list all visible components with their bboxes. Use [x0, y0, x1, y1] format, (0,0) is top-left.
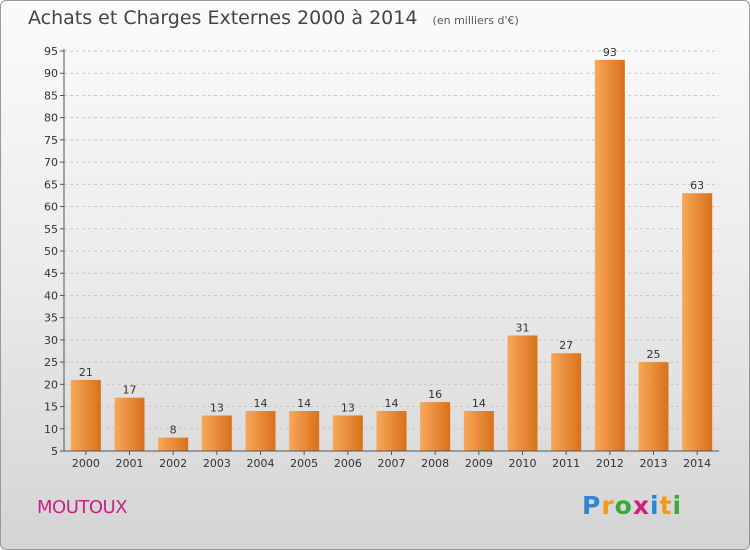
x-tick-label: 2008: [421, 457, 449, 470]
chart-title: Achats et Charges Externes 2000 à 2014: [28, 7, 418, 29]
value-label: 63: [690, 179, 704, 192]
y-tick-label: 70: [44, 156, 58, 169]
value-label: 14: [254, 397, 268, 410]
bar: [420, 402, 451, 451]
bar: [245, 411, 276, 451]
value-label: 13: [210, 401, 224, 414]
y-tick-label: 80: [44, 112, 58, 125]
commune-name: MOUTOUX: [37, 497, 128, 518]
bar: [114, 397, 145, 451]
brand-logo: Proxiti: [582, 491, 682, 520]
chart-unit: (en milliers d'€): [432, 14, 519, 27]
x-tick-label: 2007: [378, 457, 406, 470]
x-tick-label: 2012: [596, 457, 624, 470]
title-row: Achats et Charges Externes 2000 à 2014 (…: [28, 7, 519, 29]
y-tick-label: 25: [44, 356, 58, 369]
y-tick-label: 75: [44, 134, 58, 147]
brand-letter: t: [659, 491, 673, 520]
x-tick-label: 2009: [465, 457, 493, 470]
bar: [638, 362, 669, 451]
gridlines: [64, 50, 719, 430]
x-tick-label: 2013: [640, 457, 668, 470]
value-label: 14: [297, 397, 311, 410]
y-tick-label: 30: [44, 334, 58, 347]
bar: [201, 415, 232, 451]
brand-letter: i: [650, 491, 660, 520]
brand-letter: o: [614, 491, 633, 520]
value-label: 13: [341, 401, 355, 414]
brand-letter: i: [672, 491, 683, 520]
x-tick-label: 2004: [247, 457, 275, 470]
bar: [507, 335, 538, 451]
value-label: 93: [603, 46, 617, 59]
x-tick-label: 2000: [72, 457, 100, 470]
x-tick-label: 2002: [159, 457, 187, 470]
y-tick-label: 15: [44, 401, 58, 414]
brand-letter: x: [632, 491, 650, 520]
x-tick-label: 2010: [509, 457, 537, 470]
bars: 21 17 8 13 14 14 13 14 16 14 31 27 93 25 63: [70, 46, 713, 452]
y-tick-label: 5: [51, 445, 58, 458]
x-tick-label: 2011: [552, 457, 580, 470]
bar: [551, 353, 582, 451]
y-tick-label: 55: [44, 223, 58, 236]
bar: [682, 193, 713, 451]
value-label: 31: [516, 321, 530, 334]
bar: [594, 59, 625, 452]
x-tick-label: 2005: [290, 457, 318, 470]
y-tick-label: 45: [44, 267, 58, 280]
y-tick-label: 40: [44, 289, 58, 302]
value-label: 16: [428, 388, 442, 401]
y-tick-label: 95: [44, 45, 58, 58]
y-tick-label: 85: [44, 89, 58, 102]
bar: [332, 415, 363, 451]
x-tick-label: 2014: [683, 457, 711, 470]
brand-letter: r: [601, 491, 615, 520]
y-tick-label: 50: [44, 245, 58, 258]
x-tick-label: 2003: [203, 457, 231, 470]
bar: [158, 437, 189, 451]
value-label: 14: [472, 397, 486, 410]
value-label: 17: [123, 384, 137, 397]
bar: [463, 411, 494, 451]
bar: [376, 411, 407, 451]
value-label: 21: [79, 366, 93, 379]
value-label: 8: [170, 424, 177, 437]
x-tick-label: 2006: [334, 457, 362, 470]
y-tick-label: 60: [44, 201, 58, 214]
value-label: 25: [647, 348, 661, 361]
bar: [70, 379, 101, 451]
y-tick-label: 65: [44, 178, 58, 191]
y-tick-label: 90: [44, 67, 58, 80]
y-tick-label: 20: [44, 378, 58, 391]
y-tick-label: 10: [44, 423, 58, 436]
y-tick-label: 35: [44, 312, 58, 325]
bar: [289, 411, 320, 451]
value-label: 14: [385, 397, 399, 410]
value-label: 27: [559, 339, 573, 352]
x-tick-label: 2001: [116, 457, 144, 470]
axes: 5 10 15 20 25 30 35 40 45 50 55 60 65 70 75 80 85 90 95 200…: [44, 45, 719, 470]
brand-letter: P: [582, 491, 602, 520]
